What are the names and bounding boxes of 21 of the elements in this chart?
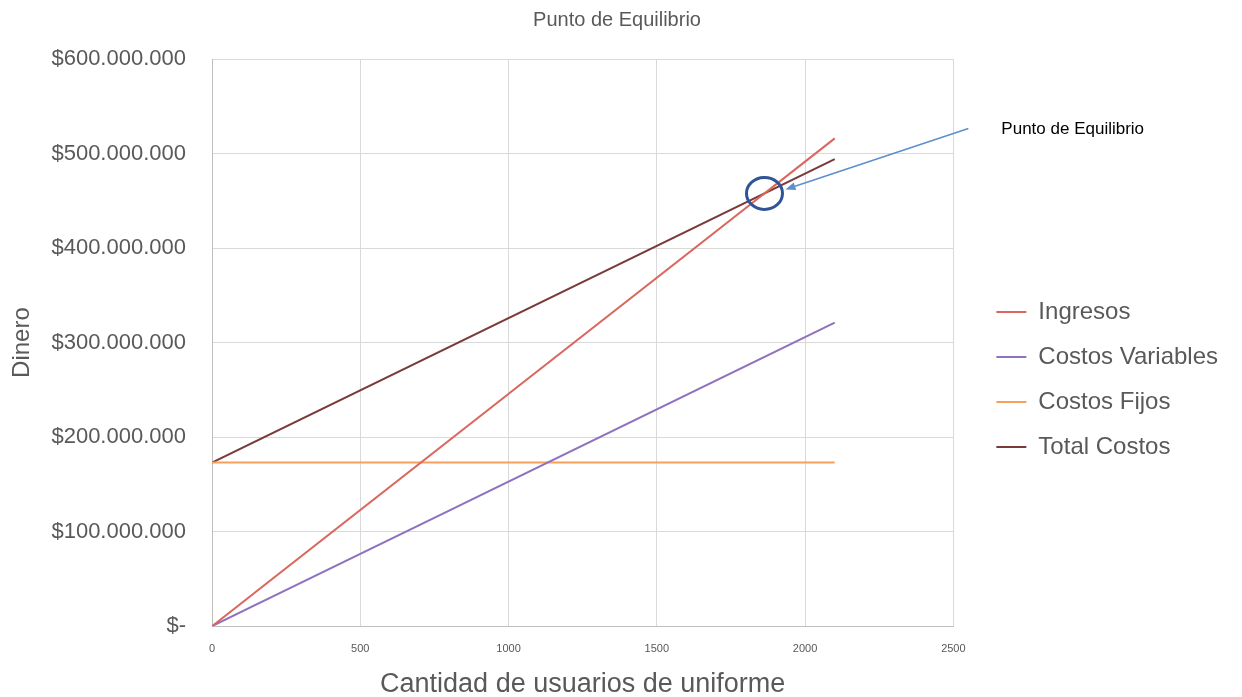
- legend-label: Total Costos: [1038, 431, 1171, 459]
- x-tick-label: 1500: [644, 641, 670, 654]
- y-tick-label: $600.000.000: [51, 45, 186, 71]
- y-tick-label: $400.000.000: [51, 234, 186, 260]
- text: Punto de Equilibrio: [1001, 119, 1145, 139]
- legend-label: Costos Fijos: [1038, 386, 1171, 414]
- y-tick-label: $300.000.000: [51, 328, 186, 354]
- x-axis-title: Cantidad de usuarios de uniforme: [380, 667, 786, 697]
- x-tick-label: 0: [208, 641, 216, 654]
- x-tick-label: 2000: [792, 641, 818, 654]
- y-tick-label: $100.000.000: [51, 517, 186, 543]
- chart-title: Punto de Equilibrio: [533, 7, 701, 30]
- x-tick-label: 2500: [941, 641, 966, 654]
- x-tick-label: 500: [351, 641, 370, 654]
- legend-label: Ingresos: [1038, 296, 1131, 324]
- legend-label: Costos Variables: [1038, 341, 1218, 369]
- y-tick-label: $-: [166, 612, 186, 638]
- y-axis-title: Dinero: [7, 307, 35, 378]
- x-tick-label: 1000: [496, 641, 521, 654]
- y-tick-label: $500.000.000: [51, 139, 186, 165]
- y-tick-label: $200.000.000: [51, 423, 186, 449]
